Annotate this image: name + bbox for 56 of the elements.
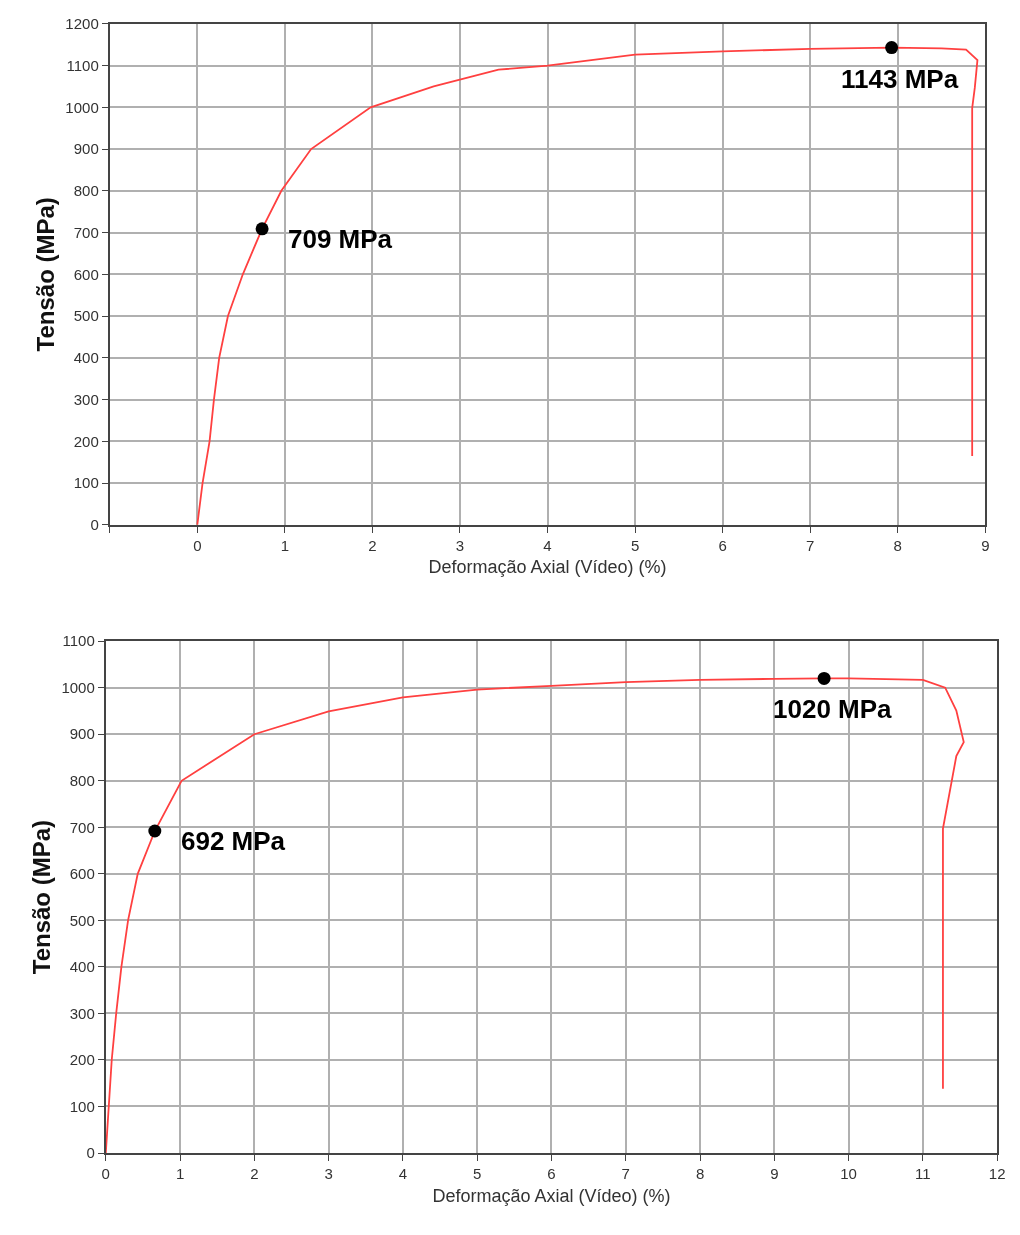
y-tick-label: 400 <box>73 349 99 367</box>
y-tick-label: 600 <box>73 265 99 283</box>
x-tick-label: 9 <box>770 1165 779 1183</box>
x-tick-label: 8 <box>695 1165 705 1183</box>
y-tick-label: 900 <box>73 140 99 158</box>
x-tick-label: 2 <box>250 1165 259 1183</box>
y-tick-label: 0 <box>90 516 99 534</box>
y-tick-label: 800 <box>73 182 99 200</box>
annotation: 1020 MPa <box>773 694 893 724</box>
x-tick-label: 1 <box>280 536 290 554</box>
x-tick-label: 7 <box>621 1165 630 1183</box>
annotation: 692 MPa <box>181 826 286 856</box>
y-tick-label: 200 <box>73 432 99 450</box>
y-tick-label: 100 <box>69 1097 95 1115</box>
y-tick-label: 1200 <box>65 15 99 33</box>
y-tick-label: 1100 <box>62 632 95 650</box>
x-tick-label: 9 <box>981 536 990 554</box>
y-axis-title: Tensão (MPa) <box>31 197 59 352</box>
x-tick-label: 7 <box>806 536 815 554</box>
annotation: 709 MPa <box>288 224 393 254</box>
y-tick-label: 700 <box>69 818 95 836</box>
y-tick-label: 500 <box>69 911 95 929</box>
x-tick-label: 8 <box>893 536 902 554</box>
y-tick-label: 400 <box>69 958 95 976</box>
y-tick-label: 0 <box>86 1144 95 1162</box>
y-tick-label: 900 <box>69 725 95 743</box>
y-tick-label: 700 <box>73 223 99 241</box>
x-tick-label: 0 <box>193 536 202 554</box>
x-tick-label: 2 <box>368 536 377 554</box>
y-tick-label: 1000 <box>65 98 99 116</box>
x-axis-title: Deformação Axial (Vídeo) (%) <box>432 1185 671 1206</box>
y-tick-label: 300 <box>69 1004 95 1022</box>
x-axis-title: Deformação Axial (Vídeo) (%) <box>428 557 667 578</box>
x-tick-label: 10 <box>840 1165 857 1183</box>
x-tick-label: 3 <box>324 1165 333 1183</box>
x-tick-label: 11 <box>915 1165 931 1183</box>
y-tick-label: 800 <box>69 772 95 790</box>
x-tick-label: 12 <box>988 1165 1006 1183</box>
annotation: 1143 MPa <box>841 64 959 94</box>
x-tick-label: 6 <box>718 536 727 554</box>
x-tick-label: 4 <box>398 1165 408 1183</box>
x-tick-label: 4 <box>543 536 552 554</box>
x-tick-label: 0 <box>101 1165 110 1183</box>
x-tick-label: 5 <box>630 536 640 554</box>
y-tick-label: 600 <box>69 865 95 883</box>
x-tick-label: 5 <box>473 1165 482 1183</box>
y-tick-label: 200 <box>69 1051 95 1069</box>
y-tick-label: 1100 <box>66 56 99 74</box>
x-tick-label: 3 <box>455 536 465 554</box>
x-tick-label: 1 <box>175 1165 185 1183</box>
y-tick-label: 500 <box>73 307 99 325</box>
y-axis-title: Tensão (MPa) <box>28 819 56 975</box>
y-tick-label: 300 <box>73 390 99 408</box>
y-tick-label: 1000 <box>61 678 95 696</box>
y-tick-label: 100 <box>73 474 99 492</box>
x-tick-label: 6 <box>547 1165 556 1183</box>
